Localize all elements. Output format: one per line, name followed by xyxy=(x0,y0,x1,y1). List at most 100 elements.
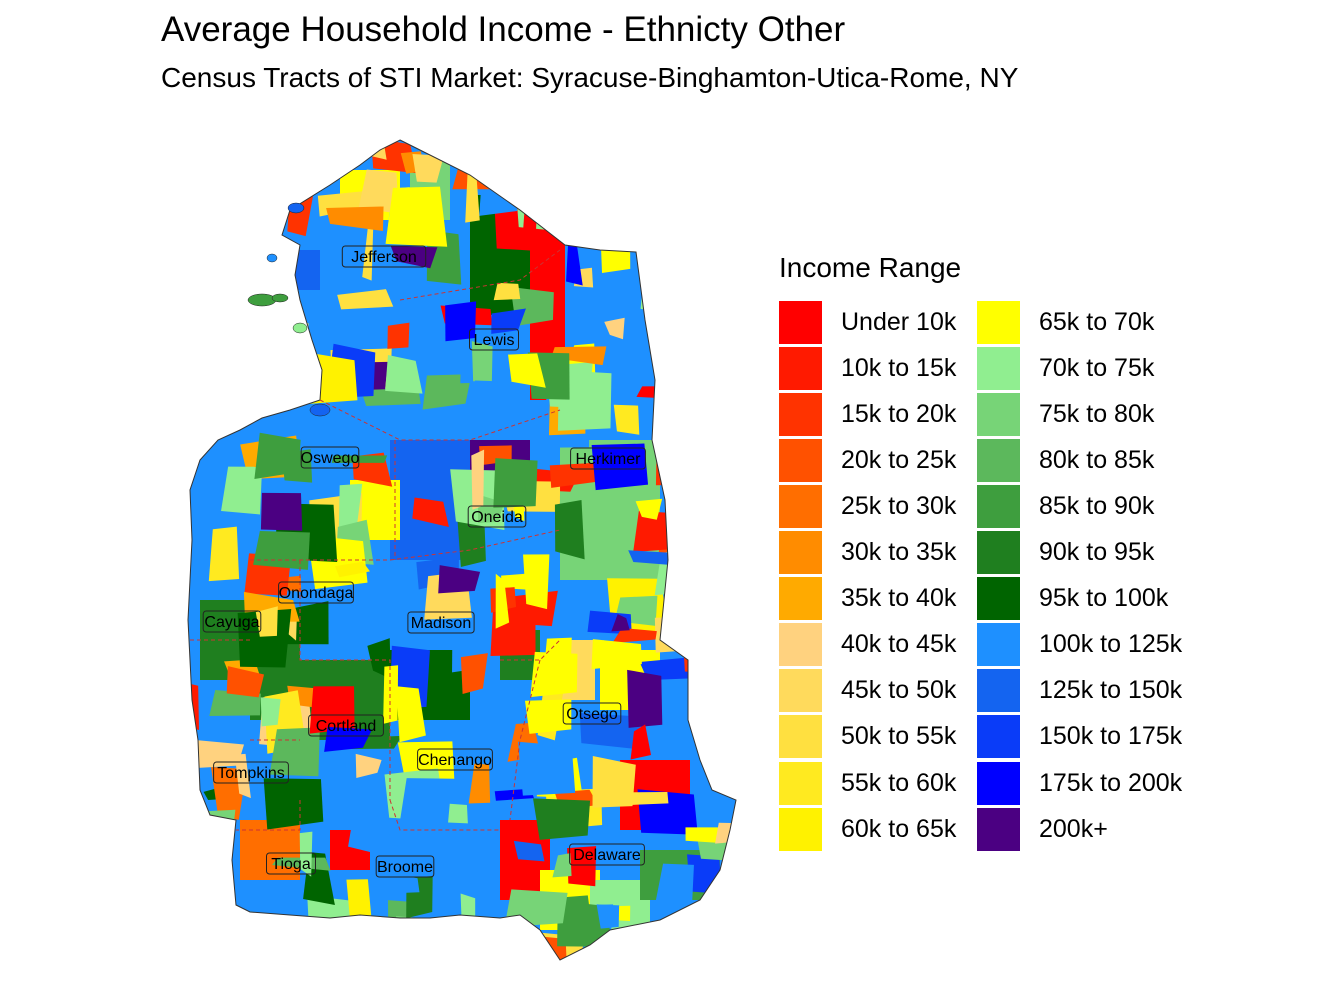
county-name: Herkimer xyxy=(576,451,642,468)
legend-swatch xyxy=(779,669,822,713)
legend-label: 15k to 20k xyxy=(841,399,957,428)
county-name: Broome xyxy=(377,859,433,876)
legend: Under 10k 10k to 15k 15k to 20k 20k to 25k 2… xyxy=(779,300,1219,852)
county-label: Delaware xyxy=(569,843,645,866)
legend-label: Under 10k xyxy=(841,307,957,336)
legend-item: 175k to 200k xyxy=(977,761,1182,805)
legend-swatch xyxy=(779,484,822,528)
county-label: Lewis xyxy=(469,328,519,351)
legend-swatch xyxy=(779,346,822,390)
county-name: Oswego xyxy=(301,450,360,467)
legend-label: 150k to 175k xyxy=(1039,722,1183,751)
legend-label: 25k to 30k xyxy=(841,491,957,520)
county-name: Tompkins xyxy=(217,765,285,782)
county-label: Onondaga xyxy=(278,581,354,604)
legend-label: 125k to 150k xyxy=(1039,676,1183,705)
legend-label: 50k to 55k xyxy=(841,722,957,751)
legend-item: 100k to 125k xyxy=(977,623,1182,667)
legend-item: 35k to 40k xyxy=(779,577,956,621)
county-label: Tompkins xyxy=(213,761,289,784)
legend-swatch xyxy=(977,531,1020,574)
chart-subtitle: Census Tracts of STI Market: Syracuse-Bi… xyxy=(161,62,1019,93)
legend-item: 70k to 75k xyxy=(977,346,1154,390)
legend-label: 75k to 80k xyxy=(1039,399,1155,428)
county-label: Oneida xyxy=(467,505,527,528)
county-name: Madison xyxy=(411,615,471,632)
county-name: Jefferson xyxy=(351,249,417,266)
legend-item: 75k to 80k xyxy=(977,392,1154,436)
county-label: Cayuga xyxy=(202,610,262,633)
county-name: Lewis xyxy=(474,332,515,349)
legend-swatch xyxy=(779,392,822,436)
legend-label: 60k to 65k xyxy=(841,814,957,843)
county-name: Oneida xyxy=(471,509,523,526)
legend-label: 65k to 70k xyxy=(1039,307,1155,336)
legend-label: 10k to 15k xyxy=(841,353,957,382)
legend-swatch xyxy=(779,761,822,805)
legend-item: 95k to 100k xyxy=(977,577,1168,621)
legend-label: 70k to 75k xyxy=(1039,353,1155,382)
legend-item: 200k+ xyxy=(977,807,1108,851)
county-name: Tioga xyxy=(271,856,311,873)
county-name: Onondaga xyxy=(279,585,354,602)
county-name: Chenango xyxy=(418,752,492,769)
legend-swatch xyxy=(779,300,822,344)
county-label: Broome xyxy=(375,855,435,878)
legend-swatch xyxy=(977,715,1020,759)
legend-item: 40k to 45k xyxy=(779,623,956,667)
legend-swatch xyxy=(977,392,1020,436)
county-labels: Jefferson Lewis Oswego Herkimer Oneida Ononda… xyxy=(202,245,646,878)
legend-swatch xyxy=(977,623,1020,667)
legend-title: Income Range xyxy=(779,252,962,283)
county-label: Otsego xyxy=(562,702,622,725)
legend-item: 55k to 60k xyxy=(779,761,956,805)
county-label: Herkimer xyxy=(570,447,646,470)
legend-label: 55k to 60k xyxy=(841,768,957,797)
legend-item: Under 10k xyxy=(779,300,956,344)
county-name: Otsego xyxy=(566,706,618,723)
legend-item: 10k to 15k xyxy=(779,346,956,390)
county-name: Cortland xyxy=(316,718,376,735)
legend-label: 200k+ xyxy=(1039,814,1108,843)
legend-item: 80k to 85k xyxy=(977,438,1154,482)
legend-swatch xyxy=(779,807,822,851)
legend-swatch xyxy=(977,807,1020,851)
legend-item: 20k to 25k xyxy=(779,438,956,482)
legend-label: 85k to 90k xyxy=(1039,491,1155,520)
legend-label: 20k to 25k xyxy=(841,445,957,474)
legend-label: 30k to 35k xyxy=(841,538,957,566)
legend-swatch xyxy=(977,346,1020,390)
legend-swatch xyxy=(779,577,822,621)
legend-item: 25k to 30k xyxy=(779,484,956,528)
legend-item: 85k to 90k xyxy=(977,484,1154,528)
legend-label: 100k to 125k xyxy=(1039,630,1183,659)
legend-label: 80k to 85k xyxy=(1039,445,1155,474)
legend-swatch xyxy=(977,577,1020,621)
legend-swatch xyxy=(779,623,822,667)
legend-swatch xyxy=(977,484,1020,528)
legend-swatch xyxy=(977,669,1020,713)
legend-item: 125k to 150k xyxy=(977,669,1182,713)
county-label: Jefferson xyxy=(341,245,427,268)
legend-swatch xyxy=(977,438,1020,482)
legend-item: 90k to 95k xyxy=(977,531,1154,575)
legend-item: 30k to 35k xyxy=(779,531,956,575)
county-name: Delaware xyxy=(573,847,641,864)
legend-label: 35k to 40k xyxy=(841,584,957,613)
legend-item: 50k to 55k xyxy=(779,715,956,759)
legend-item: 60k to 65k xyxy=(779,807,956,851)
county-label: Cortland xyxy=(308,714,384,737)
county-label: Tioga xyxy=(266,852,316,875)
county-boundaries xyxy=(190,249,561,831)
chart-title: Average Household Income - Ethnicty Othe… xyxy=(161,10,846,49)
legend-item: 65k to 70k xyxy=(977,300,1154,344)
legend-label: 40k to 45k xyxy=(841,630,957,659)
legend-item: 45k to 50k xyxy=(779,669,956,713)
legend-swatch xyxy=(779,715,822,759)
county-label: Oswego xyxy=(301,446,360,469)
legend-swatch xyxy=(977,761,1020,805)
choropleth-map: Jefferson Lewis Oswego Herkimer Oneida Ononda… xyxy=(187,139,737,961)
legend-swatch xyxy=(779,438,822,482)
legend-swatch xyxy=(779,531,822,574)
legend-label: 90k to 95k xyxy=(1039,538,1155,566)
